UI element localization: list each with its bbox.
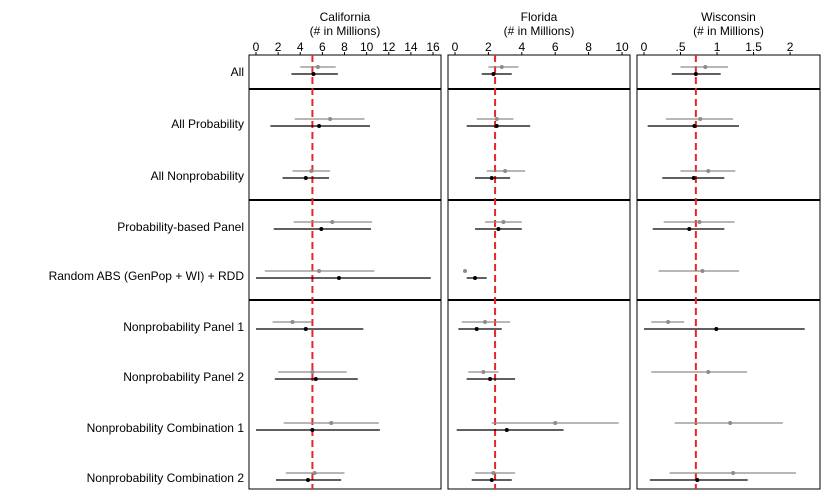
- row-label: Nonprobability Panel 2: [123, 370, 244, 384]
- point-gray: [666, 320, 671, 324]
- point-gray: [463, 269, 468, 273]
- x-tick-label: 1.5: [745, 40, 762, 54]
- x-tick-label: 4: [297, 40, 304, 54]
- x-tick-label: 2: [275, 40, 282, 54]
- point-gray: [503, 169, 508, 173]
- panel-subtitle: (# in Millions): [693, 24, 764, 38]
- point-black: [303, 176, 308, 180]
- x-tick-label: 6: [319, 40, 326, 54]
- point-gray: [481, 370, 486, 374]
- point-black: [473, 276, 478, 280]
- point-black: [491, 72, 496, 76]
- point-black: [692, 124, 697, 128]
- point-black: [496, 227, 501, 231]
- x-tick-label: 10: [615, 40, 629, 54]
- x-tick-label: 16: [426, 40, 440, 54]
- x-tick-label: .5: [676, 40, 686, 54]
- point-black: [336, 276, 341, 280]
- point-gray: [329, 421, 334, 425]
- point-black: [305, 478, 310, 482]
- row-label: Nonprobability Combination 2: [87, 471, 245, 485]
- point-black: [489, 176, 494, 180]
- x-tick-label: 4: [518, 40, 525, 54]
- point-gray: [706, 169, 711, 173]
- point-black: [691, 176, 696, 180]
- point-black: [504, 428, 509, 432]
- point-black: [474, 327, 479, 331]
- x-tick-label: 14: [404, 40, 418, 54]
- x-tick-label: 0: [452, 40, 459, 54]
- x-tick-label: 6: [552, 40, 559, 54]
- point-gray: [706, 370, 711, 374]
- panel-frame: [447, 54, 631, 490]
- point-gray: [703, 65, 708, 69]
- x-tick-label: 2: [787, 40, 794, 54]
- row-label: All Nonprobability: [151, 169, 244, 183]
- row-label: Probability-based Panel: [117, 220, 244, 234]
- panel-title: California: [320, 10, 371, 24]
- point-gray: [499, 65, 504, 69]
- x-tick-label: 0: [253, 40, 260, 54]
- point-black: [311, 72, 316, 76]
- panel-subtitle: (# in Millions): [310, 24, 381, 38]
- point-gray: [312, 471, 317, 475]
- point-gray: [501, 220, 506, 224]
- point-gray: [315, 65, 320, 69]
- point-gray: [310, 370, 315, 374]
- point-gray: [728, 421, 733, 425]
- point-gray: [328, 117, 333, 121]
- x-tick-label: 1: [714, 40, 721, 54]
- point-black: [319, 227, 324, 231]
- point-black: [693, 72, 698, 76]
- x-tick-label: 0: [641, 40, 648, 54]
- point-black: [695, 478, 700, 482]
- point-black: [714, 327, 719, 331]
- point-gray: [700, 269, 705, 273]
- point-gray: [309, 169, 314, 173]
- point-black: [313, 377, 318, 381]
- point-gray: [553, 421, 558, 425]
- point-gray: [491, 471, 496, 475]
- row-label: Nonprobability Combination 1: [87, 421, 245, 435]
- panel-title: Florida: [521, 10, 558, 24]
- x-tick-label: 10: [360, 40, 374, 54]
- row-label: Nonprobability Panel 1: [123, 320, 244, 334]
- point-gray: [697, 220, 702, 224]
- point-gray: [698, 117, 703, 121]
- panel-subtitle: (# in Millions): [504, 24, 575, 38]
- point-gray: [731, 471, 736, 475]
- panel-frame: [636, 54, 821, 490]
- point-gray: [483, 320, 488, 324]
- point-black: [488, 377, 493, 381]
- x-tick-label: 12: [382, 40, 396, 54]
- panel-title: Wisconsin: [701, 10, 756, 24]
- panel-frame: [248, 54, 442, 490]
- point-black: [489, 478, 494, 482]
- row-label: All: [231, 65, 244, 79]
- x-tick-label: 2: [485, 40, 492, 54]
- row-label: Random ABS (GenPop + WI) + RDD: [49, 269, 245, 283]
- row-label: All Probability: [171, 117, 244, 131]
- x-tick-label: 8: [585, 40, 592, 54]
- point-black: [687, 227, 692, 231]
- point-gray: [330, 220, 335, 224]
- point-gray: [290, 320, 295, 324]
- point-gray: [317, 269, 322, 273]
- point-black: [303, 327, 308, 331]
- point-black: [494, 124, 499, 128]
- point-black: [317, 124, 322, 128]
- point-gray: [494, 117, 499, 121]
- x-tick-label: 8: [341, 40, 348, 54]
- point-black: [310, 428, 315, 432]
